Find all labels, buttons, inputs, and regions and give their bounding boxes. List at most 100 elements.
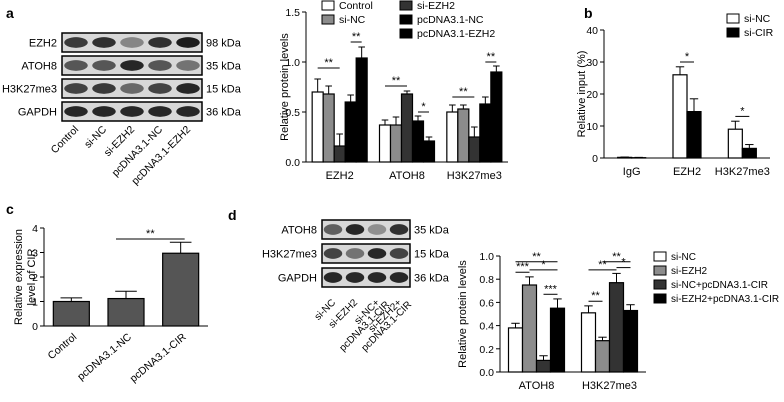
- blot-a-band: [64, 83, 88, 94]
- blot-a-lane-label: Control: [49, 124, 81, 156]
- chart-a-significance-label: *: [421, 101, 426, 113]
- blot-d-band: [367, 248, 387, 259]
- chart-b-legend-label: si-CIR: [744, 27, 774, 39]
- blot-a-band: [176, 106, 200, 117]
- chart-c-y-label: Relative expression: [13, 229, 25, 325]
- blot-a-band: [120, 37, 144, 48]
- chart-b-bar: [686, 110, 702, 159]
- chart-d-bar: [521, 284, 538, 373]
- chart-d-y-tick-label: 0.2: [479, 344, 494, 356]
- chart-b-category-label: H3K27me3: [715, 166, 770, 178]
- blot-a-band: [120, 106, 144, 117]
- blot-d-protein-label: ATOH8: [281, 225, 317, 237]
- chart-c-y-tick-label: 3: [32, 248, 38, 260]
- chart-a-bar: [389, 124, 403, 163]
- chart-d-significance-label: ***: [516, 261, 530, 273]
- chart-d-bar: [549, 307, 566, 373]
- chart-c-y-tick-label: 2: [32, 272, 38, 284]
- blot-d-kda-label: 35 kDa: [414, 225, 450, 237]
- chart-a-legend-label: pcDNA3.1-NC: [417, 14, 484, 26]
- blot-a-kda-label: 98 kDa: [206, 38, 242, 50]
- chart-c-bar: [107, 297, 145, 327]
- chart-b-legend-swatch: [726, 27, 740, 38]
- blot-a-band: [64, 106, 88, 117]
- chart-d-bar: [535, 359, 552, 373]
- chart-a-category-label: H3K27me3: [447, 170, 502, 182]
- chart-d-legend-swatch: [653, 279, 667, 290]
- chart-a-bar: [446, 111, 459, 163]
- blot-a-band: [148, 60, 172, 71]
- chart-b-bar: [727, 128, 743, 159]
- blot-a-band: [176, 60, 200, 71]
- blot-d-band: [345, 272, 365, 283]
- blot-a-band: [120, 60, 144, 71]
- chart-a-bar: [344, 101, 357, 163]
- blot-d-kda-label: 36 kDa: [414, 273, 450, 285]
- chart-a-legend-label: si-NC: [339, 14, 366, 26]
- chart-a-bar: [411, 120, 425, 163]
- chart-a-bar: [355, 57, 368, 163]
- blot-a-protein-label: H3K27me3: [2, 84, 57, 96]
- chart-d-bar: [507, 327, 524, 373]
- blot-a-band: [148, 83, 172, 94]
- chart-a-category-label: EZH2: [326, 170, 354, 182]
- blot-d-band: [345, 224, 365, 235]
- blot-a-band: [92, 60, 116, 71]
- chart-b-category-label: EZH2: [673, 166, 701, 178]
- blot-d-band: [323, 248, 343, 259]
- chart-c-significance-label: **: [146, 228, 155, 240]
- chart-c-bar: [162, 252, 200, 327]
- blot-a-band: [148, 37, 172, 48]
- chart-a-category-label: ATOH8: [389, 170, 425, 182]
- chart-a-legend-swatch: [399, 0, 413, 11]
- chart-a-significance-label: **: [324, 57, 333, 69]
- blot-a-protein-label: ATOH8: [21, 61, 57, 73]
- chart-d-y-tick-label: 0.0: [479, 367, 494, 379]
- blot-d-band: [389, 224, 409, 235]
- chart-a-bar: [490, 71, 503, 163]
- blot-d-band: [389, 272, 409, 283]
- chart-b-category-label: IgG: [623, 166, 641, 178]
- chart-c-category-label: pcDNA3.1-CIR: [128, 331, 189, 385]
- chart-a-legend-swatch: [399, 14, 413, 25]
- blot-d-protein-label: H3K27me3: [262, 249, 317, 261]
- chart-c-y-tick-label: 0: [32, 321, 38, 333]
- blot-a-band: [148, 106, 172, 117]
- chart-d-y-tick-label: 0.6: [479, 297, 494, 309]
- chart-a-significance-label: **: [392, 75, 401, 87]
- chart-d-significance-label: *: [541, 259, 546, 271]
- panel-label-b: b: [584, 5, 593, 21]
- chart-d-legend-label: si-NC: [671, 252, 696, 263]
- chart-b-bar: [672, 74, 688, 159]
- chart-d-legend-swatch: [653, 265, 667, 276]
- blot-a-kda-label: 15 kDa: [206, 84, 242, 96]
- chart-b-significance-label: *: [740, 105, 745, 117]
- chart-d-legend-label: si-EZH2: [671, 266, 708, 277]
- chart-a-y-tick-label: 1.5: [285, 7, 300, 19]
- chart-d-y-tick-label: 0.4: [479, 321, 494, 333]
- chart-d-significance-label: **: [612, 251, 621, 263]
- chart-a-y-label: Relative protein levels: [279, 33, 291, 141]
- blot-a-kda-label: 35 kDa: [206, 61, 242, 73]
- blot-a-band: [92, 106, 116, 117]
- chart-d-bar: [594, 340, 611, 373]
- blot-a-band: [120, 83, 144, 94]
- chart-c-y-label: level of CIR: [26, 249, 38, 306]
- panel-label-d: d: [228, 207, 237, 223]
- blot-a-band: [176, 37, 200, 48]
- chart-d-legend-swatch: [653, 251, 667, 262]
- blot-a-band: [64, 37, 88, 48]
- blot-d-band: [367, 224, 387, 235]
- blot-a-kda-label: 36 kDa: [206, 107, 242, 119]
- chart-a-legend-swatch: [399, 28, 413, 39]
- chart-a-y-tick-label: 0.0: [285, 157, 300, 169]
- chart-a-y-tick-label: 0.5: [285, 107, 300, 119]
- chart-b-y-label: Relative input (%): [576, 51, 588, 138]
- panel-label-a: a: [6, 5, 14, 21]
- chart-d-y-tick-label: 1.0: [479, 251, 494, 263]
- chart-a-significance-label: **: [352, 31, 361, 43]
- blot-a-band: [64, 60, 88, 71]
- chart-b-bar: [741, 147, 757, 159]
- blot-d-band: [389, 248, 409, 259]
